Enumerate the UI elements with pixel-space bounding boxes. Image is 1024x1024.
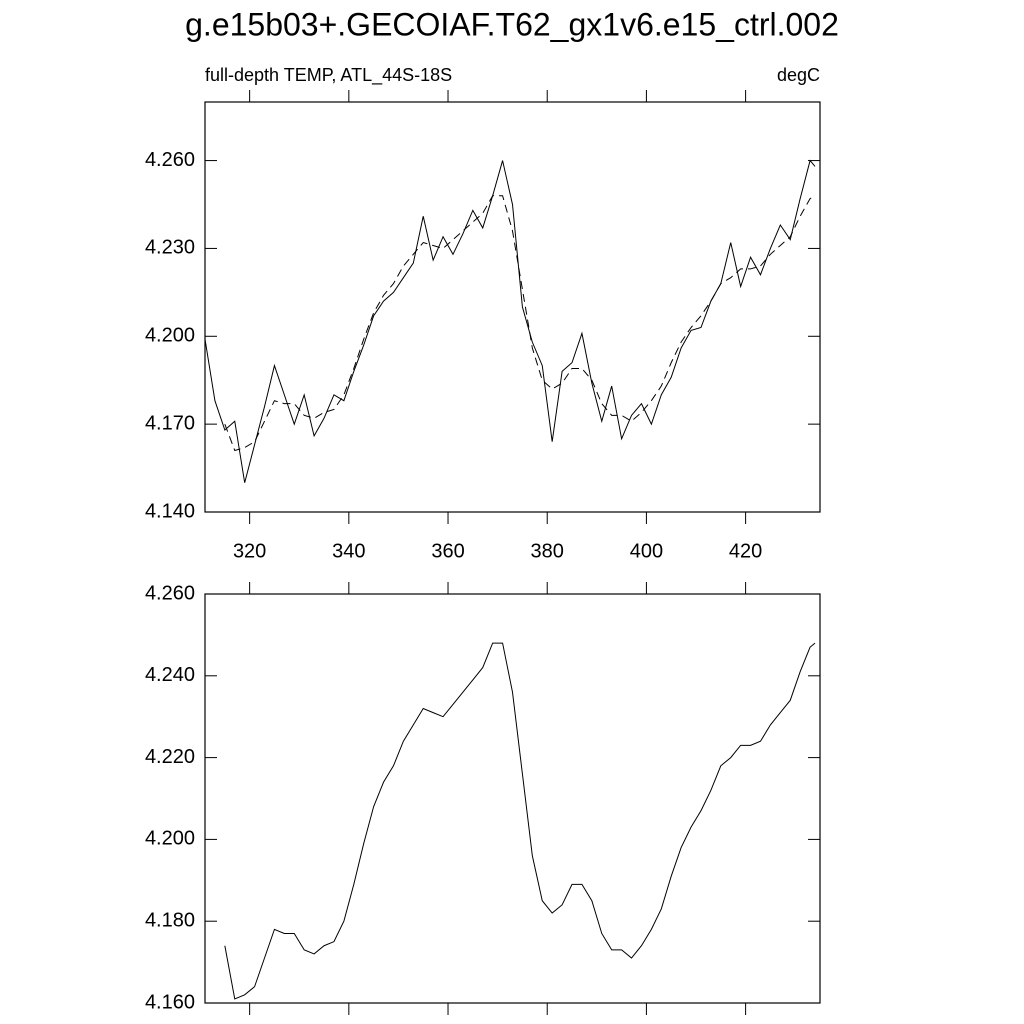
y-tick-label: 4.260 bbox=[145, 149, 195, 171]
data-line bbox=[224, 195, 816, 452]
x-tick-label: 340 bbox=[332, 540, 365, 562]
chart-title: g.e15b03+.GECOIAF.T62_gx1v6.e15_ctrl.002 bbox=[185, 6, 839, 42]
plot-frame bbox=[204, 593, 821, 1004]
x-tick-label: 380 bbox=[531, 540, 564, 562]
data-line bbox=[204, 159, 816, 483]
y-tick-label: 4.200 bbox=[145, 325, 195, 347]
y-tick-label: 4.180 bbox=[145, 909, 195, 931]
y-tick-label: 4.240 bbox=[145, 664, 195, 686]
subtitle-left: full-depth TEMP, ATL_44S-18S bbox=[205, 65, 452, 86]
data-line bbox=[224, 642, 816, 1000]
y-tick-label: 4.140 bbox=[145, 500, 195, 522]
plot-frame bbox=[204, 101, 821, 513]
x-tick-label: 400 bbox=[630, 540, 663, 562]
y-tick-label: 4.160 bbox=[145, 991, 195, 1013]
y-tick-label: 4.220 bbox=[145, 746, 195, 768]
x-tick-label: 320 bbox=[233, 540, 266, 562]
x-tick-label: 420 bbox=[729, 540, 762, 562]
y-tick-label: 4.200 bbox=[145, 828, 195, 850]
subtitle-right: degC bbox=[777, 65, 820, 85]
y-tick-label: 4.170 bbox=[145, 412, 195, 434]
y-tick-label: 4.230 bbox=[145, 237, 195, 259]
x-tick-label: 360 bbox=[431, 540, 464, 562]
y-tick-label: 4.260 bbox=[145, 582, 195, 604]
